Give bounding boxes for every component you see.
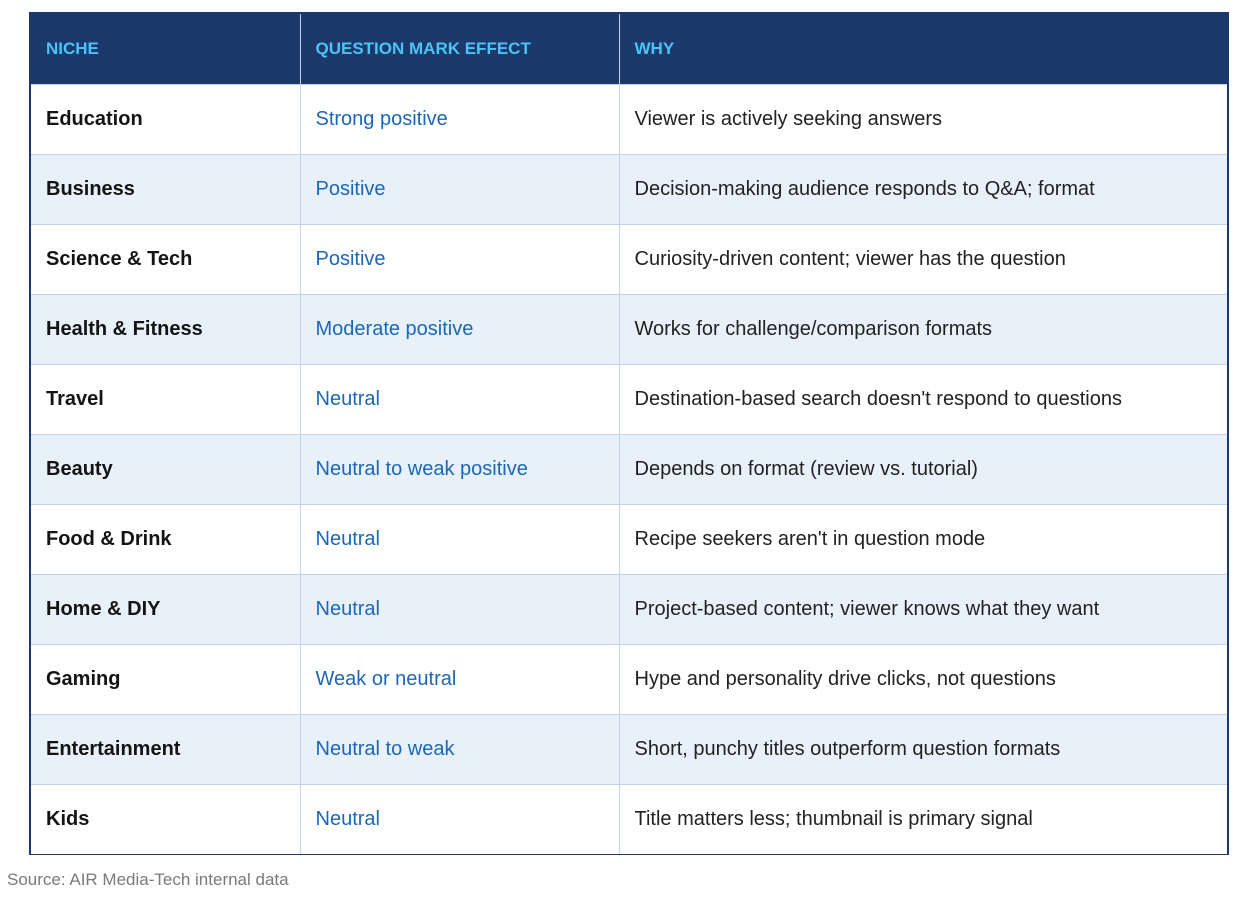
- why-cell: Recipe seekers aren't in question mode: [618, 503, 1227, 574]
- niche-cell: Gaming: [31, 643, 300, 714]
- niche-cell: Travel: [31, 363, 300, 434]
- niche-cell: Health & Fitness: [31, 293, 300, 364]
- niche-table-container: NICHE QUESTION MARK EFFECT WHY Education…: [29, 12, 1229, 855]
- table-row: Business Positive Decision-making audience…: [31, 153, 1227, 224]
- table-row: Travel Neutral Destination-based search do…: [31, 363, 1227, 434]
- why-cell: Works for challenge/comparison formats: [618, 293, 1227, 364]
- effect-cell: Neutral to weak: [299, 713, 619, 784]
- effect-cell: Neutral: [299, 573, 619, 644]
- table-row: Health & Fitness Moderate positive Works f…: [31, 293, 1227, 364]
- table-row: Food & Drink Neutral Recipe seekers aren't…: [31, 503, 1227, 574]
- source-note: Source: AIR Media-Tech internal data: [7, 870, 289, 889]
- niche-cell: Home & DIY: [31, 573, 300, 644]
- header-niche: NICHE: [46, 38, 99, 58]
- effect-cell: Neutral: [299, 503, 619, 574]
- effect-cell: Neutral: [299, 783, 619, 854]
- why-cell: Decision-making audience responds to Q&A…: [618, 153, 1227, 224]
- table-row: Home & DIY Neutral Project-based content; …: [31, 573, 1227, 644]
- niche-cell: Entertainment: [31, 713, 300, 784]
- table-row: Beauty Neutral to weak positive Depends on…: [31, 433, 1227, 504]
- header-why: WHY: [618, 14, 1227, 84]
- why-cell: Destination-based search doesn't respond…: [618, 363, 1227, 434]
- table-row: Kids Neutral Title matters less; thumbnail…: [31, 783, 1227, 854]
- header-row: NICHE QUESTION MARK EFFECT WHY: [31, 14, 1227, 84]
- header-question-mark-effect: QUESTION MARK EFFECT: [299, 14, 619, 84]
- table-row: Gaming Weak or neutral Hype and personalit…: [31, 643, 1227, 714]
- effect-cell: Neutral to weak positive: [299, 433, 619, 504]
- niche-question-mark-table: NICHE QUESTION MARK EFFECT WHY Education…: [31, 14, 1227, 854]
- why-cell: Viewer is actively seeking answers: [618, 83, 1227, 154]
- why-cell: Project-based content; viewer knows what…: [618, 573, 1227, 644]
- effect-cell: Moderate positive: [299, 293, 619, 364]
- effect-cell: Positive: [299, 223, 619, 294]
- niche-cell: Education: [31, 83, 300, 154]
- effect-cell: Positive: [299, 153, 619, 224]
- table-body: Education Strong positive Viewer is active…: [31, 83, 1227, 854]
- table-header: NICHE QUESTION MARK EFFECT WHY: [31, 14, 1227, 84]
- effect-cell: Weak or neutral: [299, 643, 619, 714]
- why-cell: Depends on format (review vs. tutorial): [618, 433, 1227, 504]
- effect-cell: Strong positive: [299, 83, 619, 154]
- niche-cell: Food & Drink: [31, 503, 300, 574]
- table-row: Science & Tech Positive Curiosity-driven c…: [31, 223, 1227, 294]
- table-row: Education Strong positive Viewer is active…: [31, 83, 1227, 154]
- niche-cell: Science & Tech: [31, 223, 300, 294]
- niche-cell: Business: [31, 153, 300, 224]
- effect-cell: Neutral: [299, 363, 619, 434]
- why-cell: Hype and personality drive clicks, not q…: [618, 643, 1227, 714]
- why-cell: Curiosity-driven content; viewer has the…: [618, 223, 1227, 294]
- niche-cell: Beauty: [31, 433, 300, 504]
- table-row: Entertainment Neutral to weak Short, punch…: [31, 713, 1227, 784]
- niche-cell: Kids: [31, 783, 300, 854]
- why-cell: Short, punchy titles outperform question…: [618, 713, 1227, 784]
- why-cell: Title matters less; thumbnail is primary…: [618, 783, 1227, 854]
